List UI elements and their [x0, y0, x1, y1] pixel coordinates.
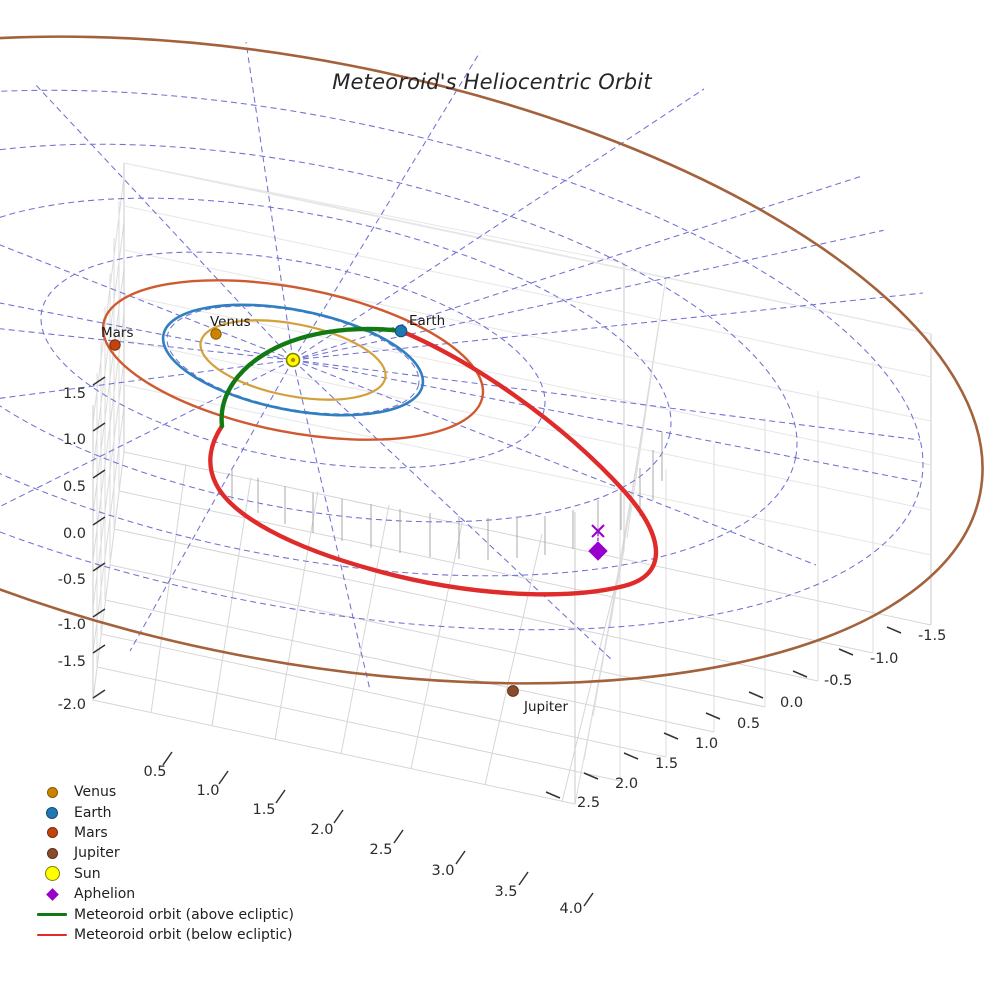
- x-tick-label: 3.0: [431, 863, 455, 879]
- y-tick-label: 1.0: [695, 736, 719, 752]
- aphelion-cross-icon: [591, 524, 605, 538]
- y-tick-label: 0.5: [737, 716, 761, 732]
- pane-grid-left: [92, 163, 125, 701]
- marker-venus: [210, 328, 222, 340]
- z-tick-label: -1.5: [57, 654, 86, 670]
- jupiter-marker-icon: [30, 847, 74, 859]
- y-tick-label: -1.5: [918, 628, 947, 644]
- aphelion-diamond-icon: [30, 887, 74, 901]
- polar-grid: [0, 41, 924, 691]
- aphelion-marker-group: [588, 524, 608, 561]
- meteoroid-orbit-below-ecliptic: [208, 328, 659, 597]
- y-tick-label: 0.0: [780, 695, 804, 711]
- x-tick-label: 0.5: [143, 764, 167, 780]
- meteoroid-orbit-above-ecliptic: [219, 326, 404, 429]
- y-tick-label: 1.5: [655, 756, 679, 772]
- x-tick-label: 1.5: [252, 802, 276, 818]
- legend-item-sun[interactable]: Sun: [30, 864, 294, 884]
- aphelion-diamond-icon: [588, 541, 608, 561]
- legend-label: Meteoroid orbit (above ecliptic): [74, 906, 294, 923]
- mars-marker-icon: [30, 827, 74, 839]
- orbit-stem-lines: [231, 432, 663, 560]
- planet-label-venus: Venus: [210, 314, 251, 330]
- orbit-jupiter: [0, 35, 984, 685]
- y-tick-label: 2.0: [615, 776, 639, 792]
- z-tick-label: 0.5: [62, 479, 86, 495]
- pane-grid-top: [123, 162, 932, 556]
- legend-item-earth[interactable]: Earth: [30, 802, 294, 822]
- planet-label-jupiter: Jupiter: [524, 699, 569, 715]
- marker-sun-core: [290, 357, 296, 363]
- legend-label: Venus: [74, 784, 117, 801]
- legend-label: Aphelion: [74, 886, 136, 903]
- legend-item-aphelion[interactable]: Aphelion: [30, 884, 294, 904]
- legend: Venus Earth Mars Jupiter Sun: [30, 782, 294, 945]
- legend-item-mars[interactable]: Mars: [30, 823, 294, 843]
- x-tick-label: 2.5: [369, 842, 393, 858]
- y-tick-label: -1.0: [870, 651, 899, 667]
- legend-label: Sun: [74, 865, 101, 882]
- pane-grid-bottom: [92, 451, 932, 805]
- y-tick-label: -0.5: [824, 673, 853, 689]
- orbit-mars: [101, 279, 485, 441]
- axis-ticks: [92, 376, 902, 907]
- z-tick-label: -1.0: [57, 617, 86, 633]
- z-tick-label: 1.0: [62, 432, 86, 448]
- z-tick-label: -2.0: [57, 697, 86, 713]
- planet-label-earth: Earth: [409, 313, 446, 329]
- x-tick-label: 4.0: [559, 901, 583, 917]
- legend-label: Meteoroid orbit (below ecliptic): [74, 926, 293, 943]
- legend-label: Mars: [74, 824, 108, 841]
- legend-label: Jupiter: [74, 845, 120, 862]
- x-tick-label: 3.5: [494, 884, 518, 900]
- marker-earth: [394, 324, 408, 338]
- earth-marker-icon: [30, 806, 74, 819]
- orbit-earth: [161, 303, 425, 417]
- z-tick-label: 1.5: [62, 386, 86, 402]
- red-line-icon: [30, 933, 74, 937]
- legend-item-meteoroid-above[interactable]: Meteoroid orbit (above ecliptic): [30, 904, 294, 924]
- chart-title: Meteoroid's Heliocentric Orbit: [332, 70, 652, 94]
- x-tick-label: 2.0: [310, 822, 334, 838]
- venus-marker-icon: [30, 786, 74, 798]
- marker-mars: [109, 339, 121, 351]
- x-tick-label: 1.0: [196, 783, 220, 799]
- legend-label: Earth: [74, 804, 112, 821]
- marker-jupiter: [507, 685, 519, 697]
- green-line-icon: [30, 913, 74, 916]
- legend-item-venus[interactable]: Venus: [30, 782, 294, 802]
- legend-item-meteoroid-below[interactable]: Meteoroid orbit (below ecliptic): [30, 925, 294, 945]
- y-tick-label: 2.5: [577, 795, 601, 811]
- sun-marker-icon: [30, 866, 74, 882]
- orbit-venus: [199, 319, 387, 401]
- z-tick-label: -0.5: [57, 572, 86, 588]
- legend-item-jupiter[interactable]: Jupiter: [30, 843, 294, 863]
- planet-label-mars: Mars: [101, 325, 134, 341]
- z-tick-label: 0.0: [62, 526, 86, 542]
